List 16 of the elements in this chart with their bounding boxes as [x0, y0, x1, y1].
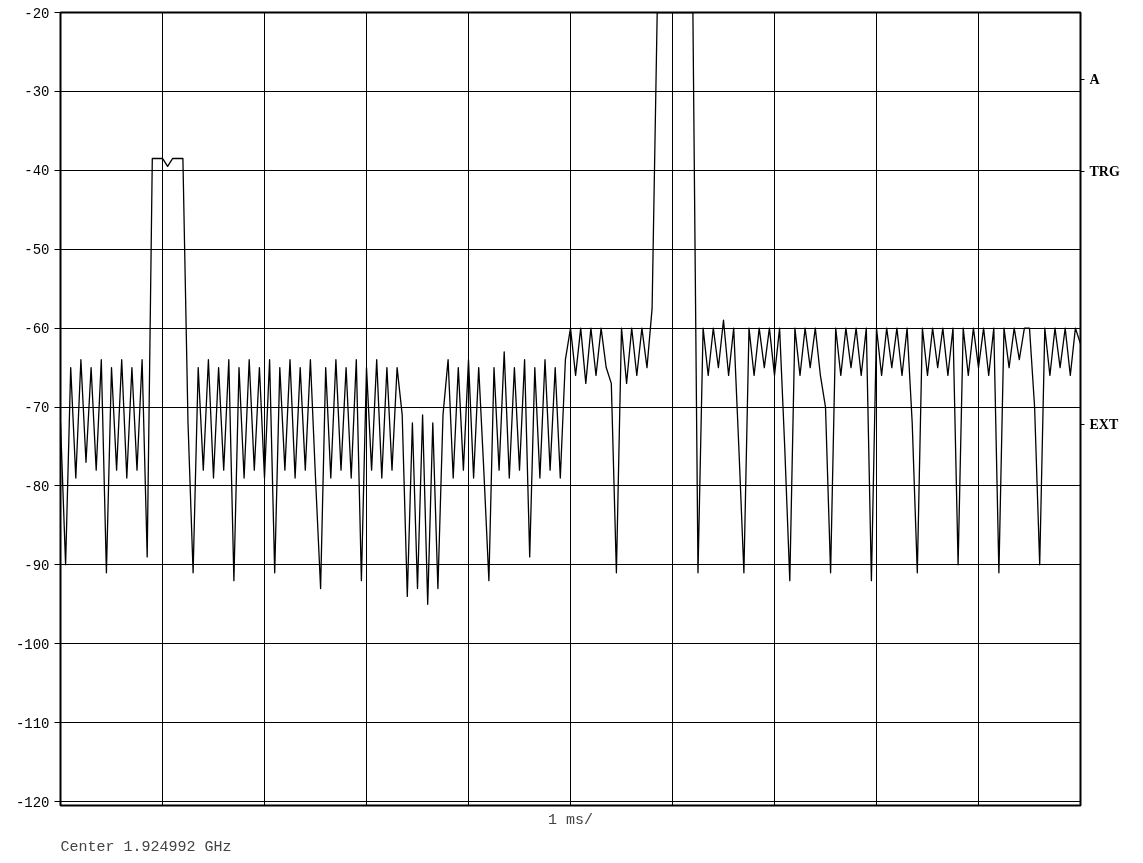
text: Center 1.924992 GHz	[60, 838, 232, 856]
y-tick-label: -60	[24, 321, 50, 338]
y-tick-label: -110	[15, 715, 50, 732]
y-tick-label: -120	[15, 794, 50, 811]
y-tick-label: -100	[15, 636, 50, 653]
y-tick-label: -50	[24, 242, 50, 259]
y-tick-label: -20	[24, 5, 50, 22]
y-tick-label: -70	[24, 400, 50, 417]
y-tick-label: -30	[24, 84, 50, 101]
y-tick-label: -40	[24, 163, 50, 180]
text: A	[1089, 72, 1101, 88]
text: TRG	[1089, 163, 1120, 179]
text: EXT	[1089, 417, 1119, 433]
y-tick-label: -90	[24, 557, 50, 574]
y-tick-label: -80	[24, 478, 50, 495]
text: 1 ms/	[548, 811, 594, 829]
